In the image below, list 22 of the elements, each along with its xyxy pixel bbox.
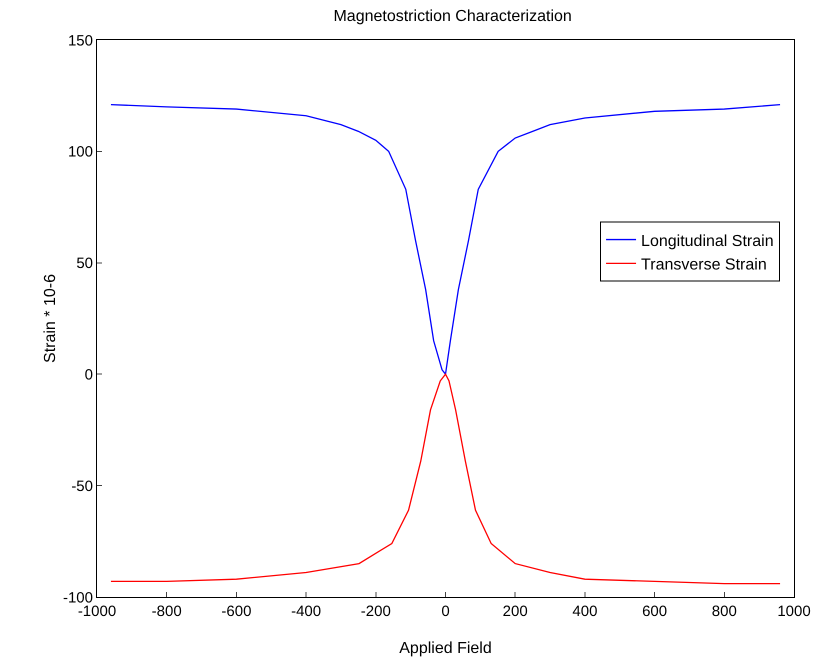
x-tick-label: 400 [572,603,598,620]
x-tick-label: -200 [360,603,391,620]
line-series [110,374,781,584]
y-tick-label: 50 [76,255,93,272]
x-tick-label: -600 [221,603,252,620]
y-tick-label: 150 [68,32,93,50]
x-tick-label: 600 [642,603,668,620]
x-tick-label: 800 [712,603,737,620]
legend-label: Transverse Strain [641,256,767,274]
x-axis-title: Applied Field [399,640,492,657]
x-tick-label: -400 [291,603,322,620]
y-tick-label: 0 [84,366,93,384]
y-tick-label: 100 [68,144,93,161]
y-tick-label: -50 [71,478,93,495]
x-tick-label: 200 [502,603,528,620]
x-tick-label: 0 [441,603,450,620]
chart-title: Magnetostriction Characterization [333,8,572,26]
line-series [110,104,781,375]
legend-label: Longitudinal Strain [641,232,774,250]
y-axis-title: Strain * 10-6 [42,274,59,363]
x-tick-label: 1000 [777,603,811,620]
x-tick-label: -800 [152,603,182,620]
